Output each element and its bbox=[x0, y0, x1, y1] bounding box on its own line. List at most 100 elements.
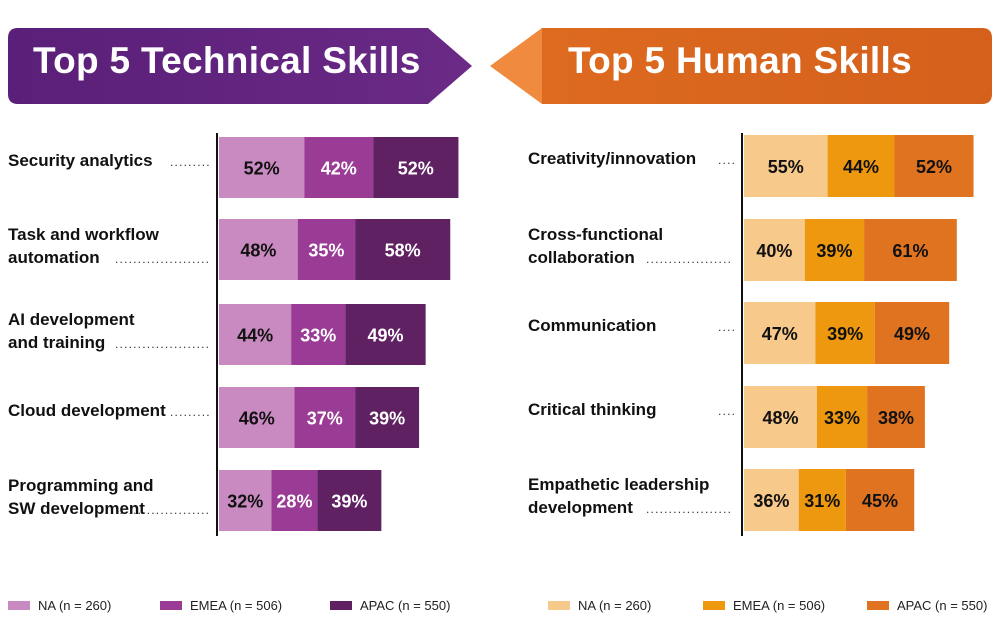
category-label: Communication bbox=[528, 316, 657, 335]
legend-swatch bbox=[867, 601, 889, 610]
category-label: Cross-functional collaboration bbox=[528, 225, 664, 267]
bar-segment bbox=[874, 302, 950, 364]
leader-dots: ..................... bbox=[115, 252, 211, 266]
category-label: Security analytics bbox=[8, 151, 153, 170]
bar-value-label: 31% bbox=[804, 491, 840, 511]
bar-segment bbox=[219, 304, 292, 365]
bar-segment bbox=[744, 469, 799, 531]
bar-value-label: 32% bbox=[227, 492, 263, 512]
bar-value-label: 36% bbox=[753, 491, 789, 511]
legend-item: EMEA (n = 506) bbox=[703, 598, 825, 613]
legend-swatch bbox=[8, 601, 30, 610]
leader-dots: ......... bbox=[170, 405, 211, 419]
bar-value-label: 39% bbox=[369, 409, 405, 429]
bar-segment bbox=[804, 219, 865, 281]
legend-swatch bbox=[548, 601, 570, 610]
category-label: Task and workflow automation bbox=[8, 225, 159, 267]
legend-item: APAC (n = 550) bbox=[330, 598, 450, 613]
bar-segment bbox=[291, 304, 346, 365]
leader-dots: .... bbox=[718, 320, 737, 334]
legend-label: NA (n = 260) bbox=[578, 598, 652, 613]
header-banner bbox=[8, 28, 992, 104]
bar-segment bbox=[845, 469, 915, 531]
bar-value-label: 46% bbox=[239, 409, 275, 429]
bar-value-label: 44% bbox=[843, 157, 879, 177]
bar-value-label: 49% bbox=[894, 324, 930, 344]
bar-segment bbox=[744, 135, 828, 197]
legend-item: APAC (n = 550) bbox=[867, 598, 987, 613]
legend-label: APAC (n = 550) bbox=[360, 598, 451, 613]
bar-value-label: 52% bbox=[916, 157, 952, 177]
bar-segment bbox=[317, 470, 382, 531]
category-label: Cloud development bbox=[8, 401, 166, 420]
bar-value-label: 47% bbox=[762, 324, 798, 344]
leader-dots: ................... bbox=[646, 502, 733, 516]
bar-segment bbox=[294, 387, 356, 448]
bar-value-label: 45% bbox=[862, 491, 898, 511]
bar-segment bbox=[816, 386, 868, 448]
bar-value-label: 52% bbox=[244, 159, 280, 179]
bar-segment bbox=[355, 387, 420, 448]
technical-skills-title: Top 5 Technical Skills bbox=[33, 40, 421, 81]
legend-label: EMEA (n = 506) bbox=[190, 598, 283, 613]
leader-dots: .... bbox=[718, 153, 737, 167]
legend-label: APAC (n = 550) bbox=[897, 598, 988, 613]
bar-segment bbox=[744, 219, 805, 281]
category-label: AI development and training bbox=[8, 310, 135, 352]
leader-dots: ..................... bbox=[115, 337, 211, 351]
bar-segment bbox=[373, 137, 459, 198]
bar-value-label: 33% bbox=[300, 326, 336, 346]
bar-segment bbox=[271, 470, 318, 531]
bar-value-label: 28% bbox=[276, 492, 312, 512]
bar-segment bbox=[304, 137, 374, 198]
legend-item: NA (n = 260) bbox=[548, 598, 651, 613]
bar-segment bbox=[219, 219, 298, 280]
bar-value-label: 48% bbox=[240, 241, 276, 261]
leader-dots: .... bbox=[718, 404, 737, 418]
bar-value-label: 49% bbox=[367, 326, 403, 346]
bar-segment bbox=[219, 470, 272, 531]
bar-segment bbox=[744, 302, 816, 364]
human-skills-title: Top 5 Human Skills bbox=[568, 40, 912, 81]
bar-value-label: 52% bbox=[398, 159, 434, 179]
bar-segment bbox=[345, 304, 426, 365]
bar-value-label: 61% bbox=[892, 241, 928, 261]
category-label: Critical thinking bbox=[528, 400, 657, 419]
bar-segment bbox=[219, 137, 305, 198]
leader-dots: ......... bbox=[170, 155, 211, 169]
bar-value-label: 58% bbox=[385, 241, 421, 261]
bar-value-label: 44% bbox=[237, 326, 273, 346]
leader-dots: ................... bbox=[646, 252, 733, 266]
legend-label: EMEA (n = 506) bbox=[733, 598, 826, 613]
technical-skills-banner bbox=[8, 28, 472, 104]
category-label: Programming and SW development bbox=[8, 476, 154, 518]
bar-value-label: 39% bbox=[331, 492, 367, 512]
bar-value-label: 39% bbox=[816, 241, 852, 261]
bar-segment bbox=[815, 302, 875, 364]
category-label: Empathetic leadership development bbox=[528, 475, 710, 517]
bar-value-label: 35% bbox=[308, 241, 344, 261]
bar-value-label: 40% bbox=[756, 241, 792, 261]
bar-value-label: 48% bbox=[762, 408, 798, 428]
bar-segment bbox=[864, 219, 957, 281]
bar-value-label: 33% bbox=[824, 408, 860, 428]
bar-value-label: 38% bbox=[878, 408, 914, 428]
bar-segment bbox=[219, 387, 295, 448]
human-skills-banner bbox=[542, 28, 992, 104]
legend-label: NA (n = 260) bbox=[38, 598, 112, 613]
legend-swatch bbox=[160, 601, 182, 610]
bar-value-label: 37% bbox=[307, 409, 343, 429]
legend-swatch bbox=[330, 601, 352, 610]
human-skills-banner-arrow bbox=[490, 28, 542, 104]
bar-segment bbox=[798, 469, 846, 531]
bar-value-label: 55% bbox=[768, 157, 804, 177]
category-label: Creativity/innovation bbox=[528, 149, 697, 168]
bar-segment bbox=[297, 219, 356, 280]
legend-item: EMEA (n = 506) bbox=[160, 598, 282, 613]
bar-value-label: 42% bbox=[321, 159, 357, 179]
bar-value-label: 39% bbox=[827, 324, 863, 344]
bar-segment bbox=[744, 386, 817, 448]
legend-item: NA (n = 260) bbox=[8, 598, 111, 613]
